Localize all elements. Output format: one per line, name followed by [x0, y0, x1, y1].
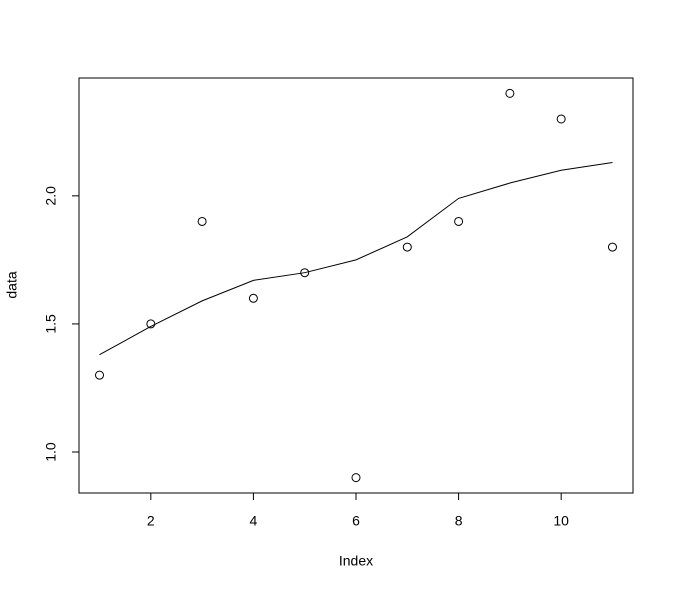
data-point: [454, 216, 464, 226]
y-axis-title: data: [4, 271, 20, 298]
smooth-line: [99, 162, 613, 356]
data-point: [556, 114, 566, 124]
x-tick-label: 8: [455, 513, 463, 529]
plot-box: [78, 77, 634, 494]
data-point: [607, 242, 617, 252]
data-point: [146, 319, 156, 329]
data-point: [300, 268, 310, 278]
y-tick-label: 2.0: [43, 186, 59, 206]
data-point: [197, 216, 207, 226]
x-tick-label: 10: [553, 513, 569, 529]
x-axis-title: Index: [339, 553, 373, 569]
y-tick-label: 1.5: [43, 314, 59, 334]
data-point: [505, 88, 515, 98]
x-tick-label: 4: [250, 513, 258, 529]
data-point: [402, 242, 412, 252]
y-tick-label: 1.0: [43, 442, 59, 462]
data-point: [351, 473, 361, 483]
data-point: [248, 293, 258, 303]
x-tick-label: 6: [352, 513, 360, 529]
x-tick-label: 2: [147, 513, 155, 529]
data-point: [95, 370, 105, 380]
